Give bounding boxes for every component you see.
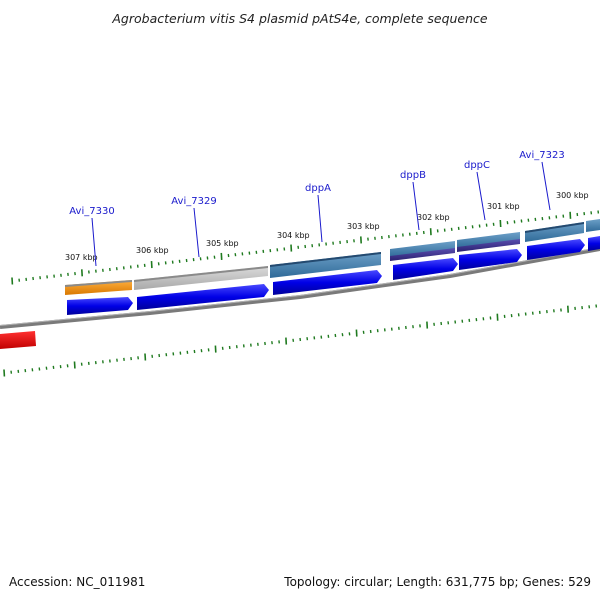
topology-text: Topology: circular; Length: 631,775 bp; … [283,575,591,589]
cds-arrow-dppb [393,258,458,280]
feature-dppc-steel [457,232,520,248]
cds-arrow-avi-7330 [67,297,133,315]
gene-leader-line [193,207,200,258]
feature-avi-7329 [134,266,268,290]
gene-label-dppa: dppA [305,183,331,194]
kbp-label: 303 kbp [347,222,380,231]
feature-dppc [457,239,520,252]
feature-avi-7329-edge [134,266,268,282]
feature-next [586,219,600,232]
cds-arrow-next [588,236,600,251]
gene-label-avi-7329: Avi_7329 [171,196,216,207]
gene-labels: Avi_7330 Avi_7329 dppA dppB dppC Avi_732… [69,150,565,267]
gene-leader-line [412,181,420,231]
feature-avi-7323 [525,222,584,242]
cds-arrow-avi-7329 [137,284,269,310]
feature-dppb-steel [390,241,455,257]
cds-arrow-dppc [459,249,522,270]
gene-leader-line [317,194,323,243]
feature-dppa-edge [270,252,381,267]
gene-label-avi-7330: Avi_7330 [69,206,114,217]
cds-arrow-avi-7323 [527,239,585,260]
map-title: Agrobacterium vitis S4 plasmid pAtS4e, c… [111,11,488,26]
kbp-label: 300 kbp [556,191,589,200]
kbp-label: 306 kbp [136,246,169,255]
outer-tick-ruler [11,210,600,285]
gene-label-dppb: dppB [400,170,426,181]
accession-text: Accession: NC_011981 [9,575,145,589]
kbp-label: 307 kbp [65,253,98,262]
cds-arrow-dppa [273,270,382,295]
feature-avi-7330-edge [65,280,132,287]
kbp-label: 301 kbp [487,202,520,211]
feature-red [0,331,36,349]
feature-avi-7323-edge [525,222,584,233]
kbp-label: 304 kbp [277,231,310,240]
kbp-label: 305 kbp [206,239,239,248]
inner-tick-ruler [3,304,598,377]
feature-dppb [390,248,455,261]
feature-dppa [270,252,381,278]
backbone-highlight [0,247,600,326]
gene-leader-line [541,161,551,211]
plasmid-backbone [0,247,600,329]
gene-leader-line [91,217,97,267]
gene-label-avi-7323: Avi_7323 [519,150,564,161]
kbp-label: 302 kbp [417,213,450,222]
gene-leader-line [476,171,486,221]
gene-label-dppc: dppC [464,160,490,171]
kbp-labels: 307 kbp 306 kbp 305 kbp 304 kbp 303 kbp … [65,191,589,262]
